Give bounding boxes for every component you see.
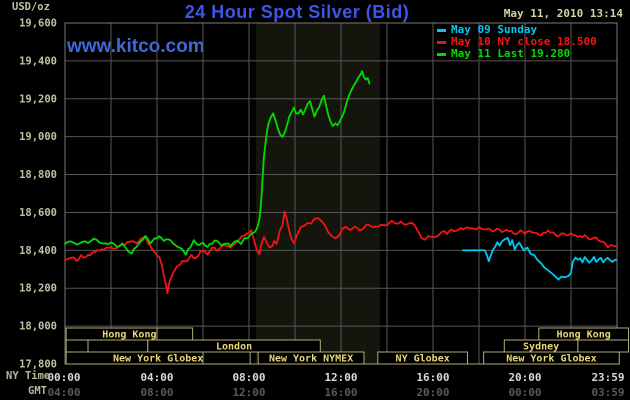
y-axis-tick-label: 19,600 (19, 18, 57, 30)
unit-label: USD/oz (12, 1, 50, 13)
legend-item: May 10 NY close 18.500 (437, 36, 597, 48)
session-box (257, 351, 365, 365)
y-axis-tick-label: 19,000 (19, 131, 57, 143)
legend-label-may10: May 10 NY close 18.500 (451, 35, 597, 48)
x-axis-tick-label-gmt: 16:00 (324, 386, 357, 399)
y-axis-tick-label: 19,200 (19, 93, 57, 105)
x-axis-tick-label-gmt: 04:00 (47, 386, 80, 399)
legend-swatch-may11 (437, 52, 446, 56)
x-axis-tick-label-gmt: 12:00 (232, 386, 265, 399)
x-axis-tick-label-gmt: 00:00 (508, 386, 541, 399)
y-axis-tick-label: 18,800 (19, 169, 57, 181)
session-label: NY Globex (396, 354, 450, 365)
x-axis-tick-label-ny: 16:00 (416, 371, 449, 384)
x-axis-tick-label-ny: 12:00 (324, 371, 357, 384)
x-axis-tick-label-ny: 20:00 (508, 371, 541, 384)
ny-time-caption: NY Time (6, 370, 51, 382)
series-line-may-09-sunday (461, 236, 617, 281)
session-label: London (216, 342, 252, 353)
kitco-watermark: www.kitco.com (67, 36, 205, 57)
gmt-caption: GMT (28, 385, 47, 397)
session-label: Hong Kong (557, 330, 611, 341)
session-box (65, 351, 251, 365)
page-title: 24 Hour Spot Silver (Bid) (184, 2, 410, 22)
x-axis-tick-label-gmt: 08:00 (140, 386, 173, 399)
chart-timestamp: May 11, 2010 13:14 (503, 7, 623, 20)
x-axis-tick-label-gmt: 20:00 (416, 386, 449, 399)
x-axis-tick-label-ny: 04:00 (140, 371, 173, 384)
x-axis-tick-label-ny: 23:59 (591, 371, 624, 384)
y-axis-tick-label: 17,800 (19, 359, 57, 371)
legend-item: May 09 Sunday (437, 24, 597, 36)
series-line-may-11 (64, 70, 371, 256)
legend-label-may11: May 11 Last 19.280 (451, 47, 571, 60)
legend-swatch-may10 (437, 40, 446, 44)
session-box (87, 339, 149, 353)
session-box (377, 351, 468, 365)
session-box (577, 339, 630, 353)
session-label: New York NYMEX (269, 354, 353, 365)
y-axis-tick-label: 19,400 (19, 55, 57, 67)
session-label: New York Globex (113, 354, 203, 365)
legend: May 09 Sunday May 10 NY close 18.500 May… (437, 24, 597, 60)
session-box (483, 351, 620, 365)
x-axis-tick-label-ny: 00:00 (47, 371, 80, 384)
session-highlight-band (255, 23, 381, 364)
session-label: Sydney (523, 342, 559, 353)
legend-label-may09: May 09 Sunday (451, 23, 538, 36)
y-axis-tick-label: 18,400 (19, 245, 57, 257)
y-axis-tick-label: 18,000 (19, 321, 57, 333)
series-line-may-10 (64, 210, 617, 294)
session-box (65, 339, 89, 353)
y-axis-tick-label: 18,200 (19, 283, 57, 295)
session-label: New York Globex (506, 354, 596, 365)
y-axis-tick-label: 18,600 (19, 207, 57, 219)
legend-item: May 11 Last 19.280 (437, 48, 597, 60)
x-axis-tick-label-ny: 08:00 (232, 371, 265, 384)
legend-swatch-may09 (437, 28, 446, 32)
x-axis-tick-label-gmt: 03:59 (591, 386, 624, 399)
session-label: Hong Kong (102, 330, 156, 341)
